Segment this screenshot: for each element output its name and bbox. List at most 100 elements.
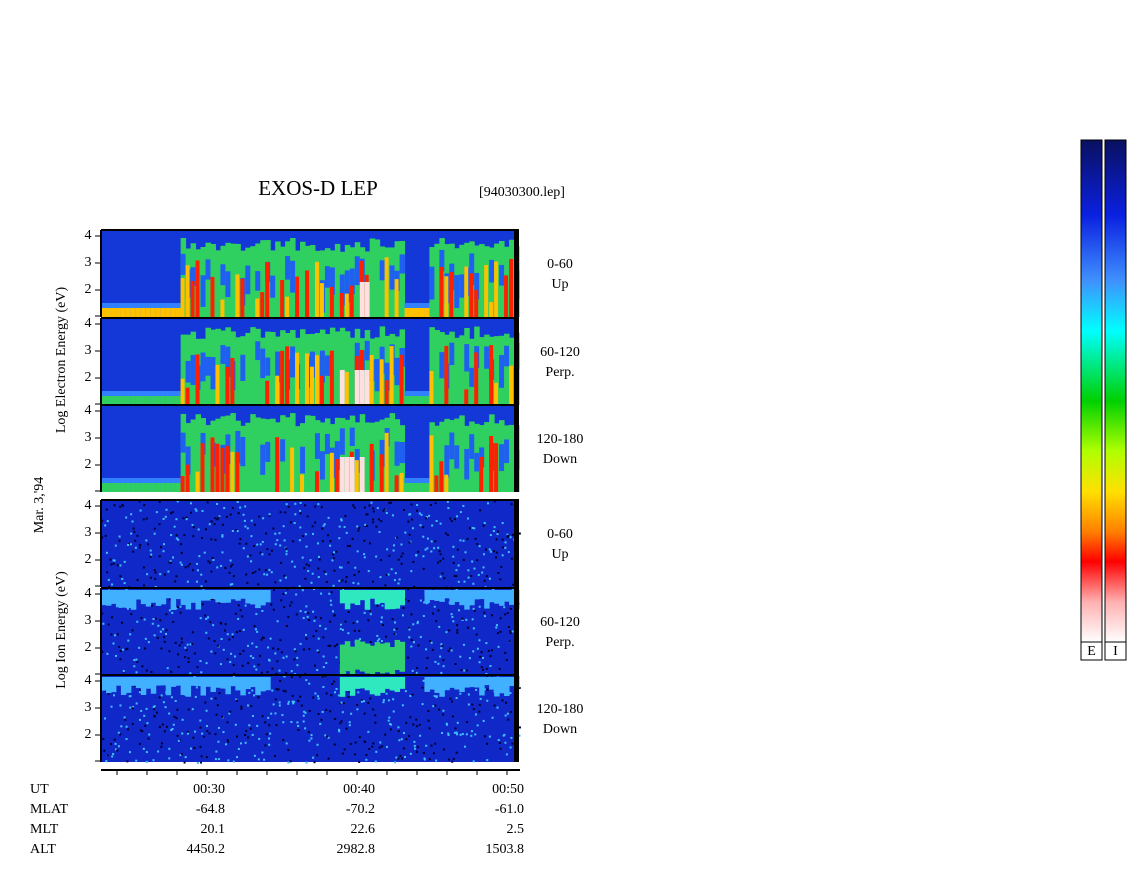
texture (343, 748, 346, 751)
texture (274, 543, 277, 546)
texture (435, 759, 438, 762)
texture (484, 346, 490, 369)
texture (235, 631, 238, 634)
texture (457, 564, 460, 567)
texture (374, 642, 381, 673)
texture (475, 688, 478, 691)
texture (434, 742, 437, 745)
texture (319, 375, 324, 405)
texture (459, 274, 465, 298)
texture (180, 253, 187, 275)
texture (486, 699, 489, 702)
texture (418, 512, 421, 515)
texture (255, 613, 258, 616)
texture (389, 723, 392, 726)
texture (266, 671, 269, 674)
texture (323, 523, 326, 526)
texture (502, 734, 505, 737)
texture (282, 689, 285, 692)
texture (506, 535, 509, 538)
texture (363, 712, 366, 715)
texture (487, 649, 490, 652)
texture (204, 614, 207, 617)
texture (473, 609, 476, 612)
texture (434, 330, 440, 405)
texture (435, 696, 438, 699)
texture (467, 693, 470, 696)
texture (314, 261, 319, 317)
texture (105, 677, 112, 694)
texture (118, 539, 121, 542)
texture (290, 676, 293, 679)
texture (422, 555, 425, 558)
texture (196, 666, 199, 669)
right-edge (514, 318, 519, 405)
texture (150, 308, 157, 317)
texture (252, 544, 255, 547)
texture (125, 516, 128, 519)
texture (479, 456, 484, 492)
y-tick-label: 4 (85, 586, 92, 601)
texture (174, 641, 177, 644)
texture (441, 572, 444, 575)
texture (190, 747, 193, 750)
texture (449, 590, 455, 605)
texture (495, 551, 498, 554)
texture (317, 555, 320, 558)
texture (379, 677, 386, 693)
texture (239, 652, 242, 655)
texture (179, 561, 182, 564)
texture (401, 704, 404, 707)
texture (237, 748, 240, 751)
texture (202, 735, 205, 738)
texture (308, 709, 311, 712)
texture (439, 559, 442, 562)
texture (385, 573, 388, 576)
texture (359, 370, 365, 405)
texture (349, 268, 356, 295)
footer-label: MLAT (30, 802, 69, 817)
texture (218, 692, 221, 695)
texture (468, 527, 471, 530)
texture (331, 683, 334, 686)
texture (504, 714, 507, 717)
texture (246, 582, 249, 585)
texture (208, 561, 211, 564)
texture (384, 432, 389, 492)
texture (180, 677, 187, 695)
texture (150, 604, 153, 607)
texture (349, 742, 352, 745)
texture (223, 507, 226, 510)
texture (218, 601, 221, 604)
texture (130, 483, 137, 492)
texture (196, 569, 199, 572)
texture (136, 660, 139, 663)
texture (474, 452, 480, 472)
texture (472, 582, 475, 585)
texture (339, 702, 342, 705)
texture (120, 725, 123, 728)
texture (317, 576, 320, 579)
texture (253, 754, 256, 757)
texture (423, 758, 426, 761)
texture (178, 644, 181, 647)
texture (169, 598, 172, 601)
texture (250, 414, 256, 492)
texture (250, 327, 256, 405)
texture (402, 607, 405, 610)
texture (324, 266, 331, 288)
texture (478, 605, 481, 608)
texture (469, 590, 475, 606)
texture (507, 551, 510, 554)
texture (240, 436, 246, 467)
texture (284, 511, 287, 514)
texture (147, 543, 150, 546)
texture (342, 588, 345, 591)
texture (123, 716, 126, 719)
texture (131, 722, 134, 725)
texture (453, 518, 456, 521)
texture (125, 648, 128, 651)
texture (482, 524, 485, 527)
texture (154, 617, 157, 620)
texture (482, 668, 485, 671)
